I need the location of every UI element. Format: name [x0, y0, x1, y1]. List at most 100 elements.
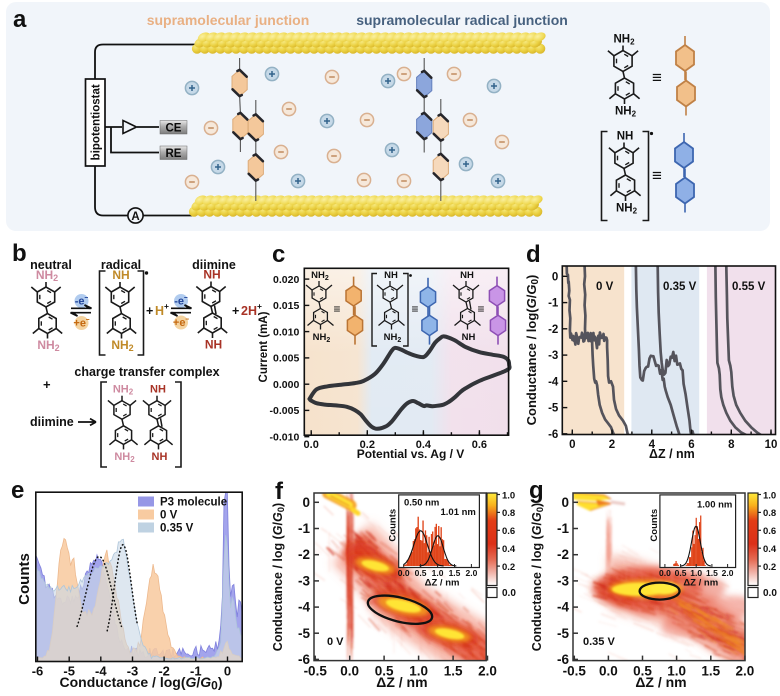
- svg-text:0.35 V: 0.35 V: [160, 523, 194, 535]
- svg-text:Conductance / log(G/G0): Conductance / log(G/G0): [59, 674, 222, 693]
- svg-text:0.35 V: 0.35 V: [583, 636, 615, 648]
- svg-text:0: 0: [552, 271, 558, 283]
- svg-text:0: 0: [302, 495, 310, 510]
- svg-text:+: +: [43, 377, 51, 392]
- svg-text:-4: -4: [298, 600, 310, 615]
- svg-text:-6: -6: [548, 429, 558, 441]
- svg-text:0.010: 0.010: [273, 326, 299, 338]
- svg-text:NH2: NH2: [615, 106, 637, 119]
- svg-text:0: 0: [224, 664, 231, 679]
- svg-text:NH: NH: [112, 268, 129, 282]
- svg-text:NH2: NH2: [311, 270, 329, 282]
- svg-text:+eˉ: +eˉ: [73, 318, 90, 330]
- svg-text:-3: -3: [127, 664, 139, 679]
- svg-text:0.8: 0.8: [763, 508, 776, 519]
- svg-text:ΔZ / nm: ΔZ / nm: [376, 674, 427, 690]
- svg-text:d: d: [526, 241, 541, 268]
- svg-text:0: 0: [569, 439, 575, 451]
- svg-text:1.00 nm: 1.00 nm: [697, 500, 732, 511]
- svg-text:1.0: 1.0: [690, 568, 702, 578]
- svg-text:NH: NH: [150, 384, 166, 396]
- svg-text:Counts: Counts: [649, 509, 660, 542]
- svg-text:0.5: 0.5: [675, 568, 687, 578]
- svg-text:NH2: NH2: [114, 451, 135, 464]
- svg-text:0.0: 0.0: [599, 664, 618, 679]
- svg-text:NH: NH: [617, 131, 634, 143]
- svg-text:NH: NH: [205, 338, 222, 352]
- svg-text:1.5: 1.5: [449, 568, 461, 578]
- svg-text:Conductance / log (G/G0): Conductance / log (G/G0): [271, 503, 287, 651]
- svg-text:0.4: 0.4: [502, 544, 516, 555]
- svg-text:-2: -2: [557, 547, 569, 562]
- svg-text:ΔZ / nm: ΔZ / nm: [635, 674, 686, 690]
- svg-text:0.35 V: 0.35 V: [663, 281, 697, 293]
- svg-text:1.5: 1.5: [701, 664, 720, 679]
- svg-text:6: 6: [688, 439, 694, 451]
- svg-text:+: +: [232, 304, 239, 318]
- svg-text:NH2: NH2: [384, 332, 402, 344]
- svg-text:0.0: 0.0: [659, 568, 671, 578]
- svg-text:1.0: 1.0: [502, 490, 515, 501]
- svg-text:NH2: NH2: [111, 338, 133, 353]
- svg-text:≡: ≡: [411, 302, 418, 316]
- svg-text:-3: -3: [298, 573, 310, 588]
- svg-text:RE: RE: [166, 148, 182, 160]
- svg-text:0.0: 0.0: [398, 568, 410, 578]
- svg-text:-6: -6: [557, 652, 569, 667]
- svg-text:-0.010: -0.010: [270, 432, 300, 444]
- svg-text:-4: -4: [548, 376, 559, 388]
- svg-text:0.2: 0.2: [763, 562, 776, 573]
- svg-text:1.0: 1.0: [667, 664, 686, 679]
- svg-text:-2: -2: [298, 547, 310, 562]
- svg-text:-4: -4: [95, 664, 107, 679]
- svg-text:H: H: [155, 304, 164, 318]
- svg-text:-5: -5: [548, 403, 559, 415]
- svg-text:charge transfer complex: charge transfer complex: [74, 365, 219, 379]
- svg-text:≡: ≡: [333, 302, 340, 316]
- svg-text:-3: -3: [548, 350, 558, 362]
- svg-text:ΔZ / nm: ΔZ / nm: [683, 578, 718, 589]
- svg-text:-2: -2: [548, 324, 558, 336]
- svg-text:-6: -6: [32, 664, 44, 679]
- svg-text:2H: 2H: [241, 304, 257, 318]
- svg-text:1.0: 1.0: [763, 490, 776, 501]
- svg-text:diimine: diimine: [30, 415, 74, 429]
- svg-text:0.0: 0.0: [763, 588, 777, 599]
- svg-text:1.5: 1.5: [444, 664, 463, 679]
- svg-text:2.0: 2.0: [465, 568, 477, 578]
- svg-text:NH2: NH2: [37, 338, 59, 353]
- svg-text:Current (mA): Current (mA): [258, 311, 270, 382]
- svg-text:NH: NH: [462, 332, 476, 343]
- svg-text:8: 8: [728, 439, 735, 451]
- svg-text:+: +: [164, 301, 169, 311]
- svg-text:0.5: 0.5: [415, 568, 427, 578]
- svg-text:0.6: 0.6: [763, 526, 776, 537]
- svg-text:supramolecular radical junctio: supramolecular radical junction: [356, 12, 568, 28]
- svg-text:0.6: 0.6: [472, 439, 487, 451]
- svg-text:a: a: [13, 6, 27, 33]
- svg-text:0.8: 0.8: [502, 508, 515, 519]
- svg-text:radical: radical: [101, 258, 141, 272]
- svg-text:4: 4: [649, 439, 656, 451]
- svg-text:-0.5: -0.5: [304, 664, 328, 679]
- svg-text:2.0: 2.0: [478, 664, 497, 679]
- svg-text:-1: -1: [548, 298, 559, 310]
- svg-text:0.6: 0.6: [502, 526, 515, 537]
- svg-text:+: +: [257, 301, 262, 311]
- svg-text:e: e: [11, 477, 24, 504]
- svg-text:neutral: neutral: [30, 258, 72, 272]
- svg-text:≡: ≡: [477, 302, 484, 316]
- svg-text:ΔZ / nm: ΔZ / nm: [425, 578, 460, 589]
- svg-text:2.0: 2.0: [736, 664, 755, 679]
- svg-text:-1: -1: [190, 664, 202, 679]
- svg-text:diimine: diimine: [192, 258, 236, 272]
- svg-text:0 V: 0 V: [596, 281, 614, 293]
- svg-text:b: b: [12, 240, 27, 267]
- svg-text:ΔZ / nm: ΔZ / nm: [649, 447, 695, 461]
- svg-text:NH: NH: [460, 270, 474, 281]
- svg-text:-eˉ: -eˉ: [174, 296, 188, 308]
- svg-text:NH2: NH2: [36, 268, 58, 283]
- svg-text:1.01 nm: 1.01 nm: [441, 507, 476, 518]
- svg-text:0.000: 0.000: [273, 379, 299, 391]
- svg-text:NH2: NH2: [113, 384, 134, 397]
